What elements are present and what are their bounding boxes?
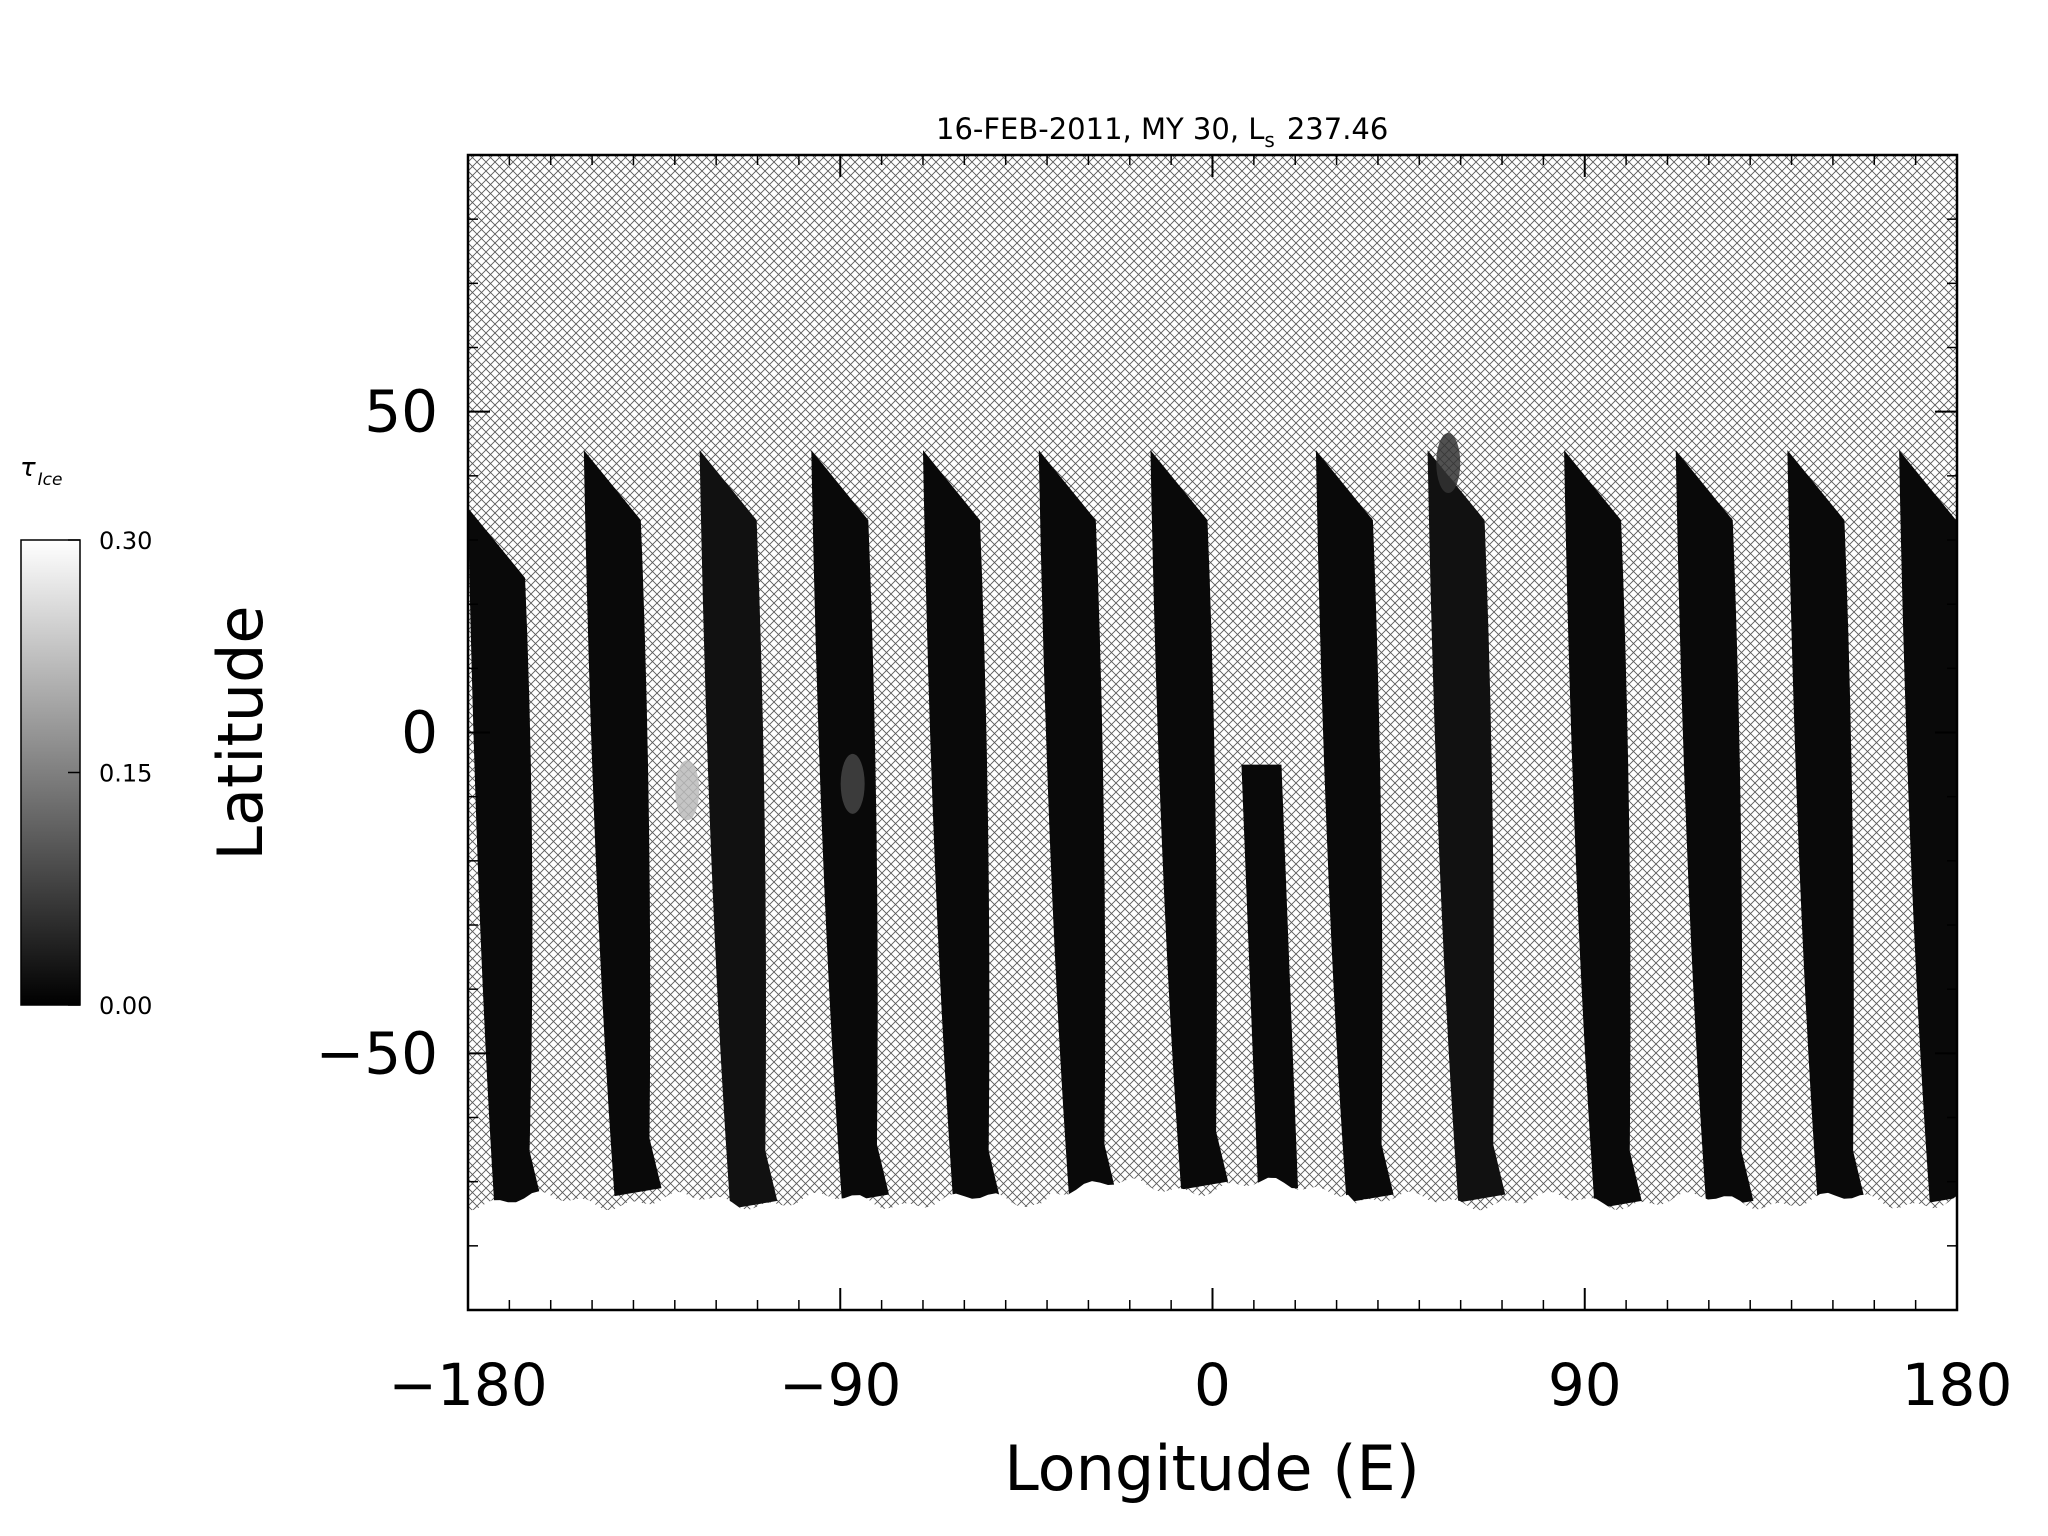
swath xyxy=(1241,764,1298,1189)
colorbar-tick-labels: 0.00 0.15 0.30 xyxy=(99,527,152,1020)
y-tick-label: −50 xyxy=(316,1019,438,1087)
colorbar-tick-label: 0.30 xyxy=(99,527,152,555)
colorbar-ticks xyxy=(68,539,80,1006)
colorbar-title: τ Ice xyxy=(20,453,62,490)
y-tick-labels: −50 0 50 xyxy=(316,378,438,1088)
colorbar-tick-label: 0.15 xyxy=(99,760,152,788)
colorbar-tick-label: 0.00 xyxy=(99,992,152,1020)
bright-patch xyxy=(840,753,865,814)
y-axis-label: Latitude xyxy=(204,605,277,860)
swath xyxy=(1038,450,1117,1203)
bright-patch xyxy=(675,760,700,821)
bright-patch xyxy=(1436,433,1461,493)
colorbar: τ Ice 0.00 0.15 0.30 xyxy=(20,453,152,1020)
major-ticks xyxy=(467,155,1958,1310)
swath xyxy=(1427,450,1506,1203)
minor-ticks xyxy=(467,155,1958,1310)
x-tick-labels: −180 −90 0 90 180 xyxy=(388,1351,2012,1419)
colorbar-symbol: τ xyxy=(20,453,36,483)
polar-cap xyxy=(468,1177,1957,1310)
x-tick-label: −180 xyxy=(388,1351,547,1419)
swath xyxy=(1899,450,1957,1203)
title-value: 237.46 xyxy=(1287,112,1388,146)
x-tick-label: 0 xyxy=(1194,1351,1231,1419)
swath xyxy=(922,450,1001,1209)
x-tick-label: 180 xyxy=(1902,1351,2013,1419)
swath xyxy=(699,450,778,1209)
title-subscript: s xyxy=(1264,128,1274,152)
swath xyxy=(1315,450,1394,1203)
x-axis-label: Longitude (E) xyxy=(1004,1432,1420,1505)
chart-title: 16-FEB-2011, MY 30, Ls 237.46 xyxy=(936,112,1388,152)
swath xyxy=(811,450,889,1203)
plot-area xyxy=(466,153,1959,1312)
colorbar-subscript: Ice xyxy=(38,470,63,490)
swath xyxy=(1787,450,1866,1209)
swath xyxy=(583,450,662,1197)
swath xyxy=(468,507,542,1209)
y-tick-label: 0 xyxy=(401,699,438,767)
polar-cap-layer xyxy=(468,1177,1957,1310)
swath xyxy=(1564,450,1642,1209)
title-main: 16-FEB-2011, MY 30, L xyxy=(936,112,1264,146)
swath-layer xyxy=(468,433,1957,1209)
x-tick-label: −90 xyxy=(779,1351,901,1419)
swath xyxy=(1150,450,1229,1190)
swath xyxy=(1675,450,1754,1209)
y-tick-label: 50 xyxy=(364,378,438,446)
x-tick-label: 90 xyxy=(1548,1351,1622,1419)
